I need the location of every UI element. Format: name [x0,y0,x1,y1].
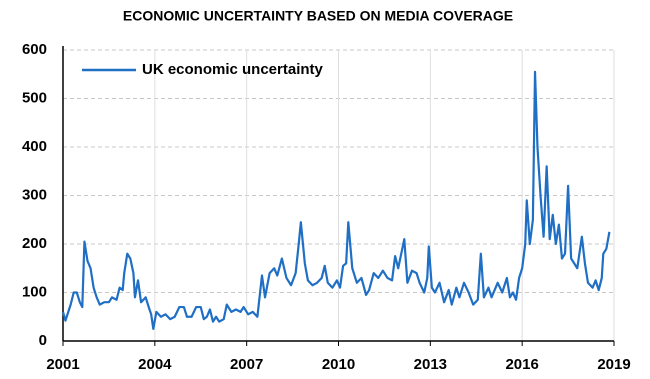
x-tick-label: 2001 [46,356,79,373]
y-tick-label: 300 [22,186,47,203]
line-series [61,70,611,330]
x-tick-label: 2004 [138,356,172,373]
y-tick-label: 500 [22,89,47,106]
x-tick-label: 2010 [322,356,355,373]
chart-title: ECONOMIC UNCERTAINTY BASED ON MEDIA COVE… [123,8,513,24]
x-tick-label: 2016 [505,356,538,373]
y-tick-label: 200 [22,235,47,252]
x-tick-label: 2007 [230,356,263,373]
y-tick-label: 0 [39,332,47,349]
legend-label: UK economic uncertainty [142,61,324,78]
x-tick-label: 2013 [414,356,447,373]
y-tick-label: 400 [22,138,47,155]
x-tick-label: 2019 [597,356,630,373]
y-tick-label: 100 [22,283,47,300]
y-tick-label: 600 [22,41,47,58]
